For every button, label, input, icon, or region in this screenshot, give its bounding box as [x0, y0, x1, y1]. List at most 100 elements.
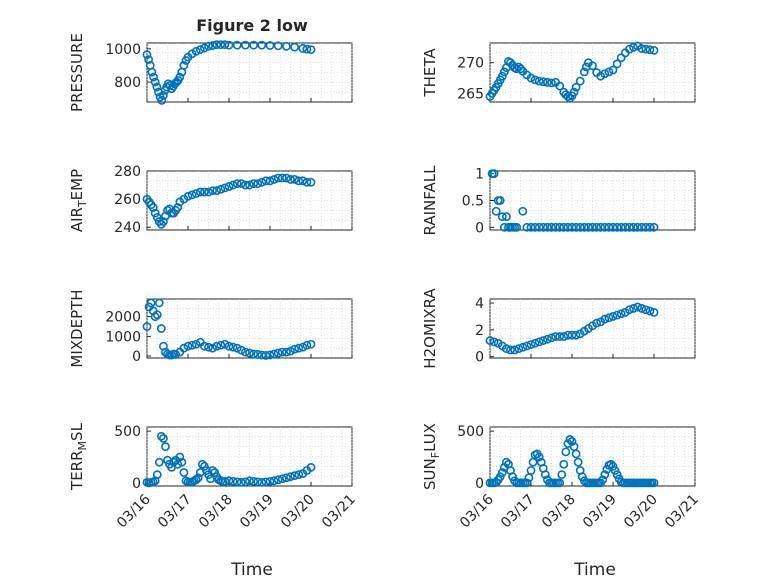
- data-point: [179, 61, 189, 70]
- data-point: [210, 468, 220, 477]
- data-point: [604, 313, 614, 323]
- data-point: [224, 341, 234, 351]
- data-point: [516, 64, 526, 74]
- data-point: [637, 222, 647, 232]
- data-point: [645, 45, 655, 55]
- subplot-7: 0 500 03/16 03/17 03/18 03/19 03/20 03/21 TERRMS…: [68, 422, 359, 531]
- data-point: [158, 433, 168, 443]
- data-point: [557, 470, 567, 480]
- subplot-8: 0 500 03/16 03/17 03/18 03/19 03/20 03/21 SUNFLU…: [421, 423, 702, 531]
- y-tick-label: 280: [114, 164, 141, 180]
- x-axis-label-left: Time: [230, 560, 273, 580]
- data-point: [604, 222, 614, 232]
- y-tick-label: 0: [132, 349, 141, 365]
- x-tick-label: 03/17: [155, 492, 195, 532]
- y-tick-label: 0: [475, 220, 484, 236]
- data-point: [265, 176, 275, 186]
- data-point: [224, 40, 234, 50]
- data-point: [551, 332, 560, 341]
- y-tick-label: 1000: [105, 42, 141, 58]
- data-point: [228, 476, 238, 486]
- data-point: [212, 40, 222, 50]
- data-point: [567, 330, 577, 340]
- data-point: [269, 175, 279, 184]
- data-point: [563, 92, 573, 101]
- data-point: [150, 312, 160, 322]
- data-point: [183, 341, 193, 351]
- data-point: [501, 344, 511, 354]
- data-point: [510, 345, 519, 355]
- data-point: [156, 431, 166, 441]
- data-point: [261, 351, 271, 360]
- data-point: [306, 177, 316, 187]
- data-point: [191, 475, 201, 485]
- data-point: [220, 40, 230, 50]
- y-tick-label: 500: [457, 424, 484, 440]
- data-point: [204, 342, 213, 352]
- data-point: [249, 349, 258, 359]
- data-point: [216, 184, 226, 194]
- data-point: [224, 182, 234, 191]
- data-point: [555, 478, 565, 488]
- data-point: [559, 332, 569, 341]
- data-point: [538, 336, 548, 345]
- data-point: [257, 177, 267, 187]
- data-point: [240, 180, 250, 190]
- data-point: [265, 476, 275, 486]
- data-point: [569, 87, 579, 97]
- data-point: [245, 476, 254, 486]
- data-point: [191, 189, 201, 198]
- data-point: [571, 222, 581, 232]
- x-tick-label: 03/16: [457, 491, 497, 531]
- data-point: [598, 475, 608, 485]
- data-point: [156, 324, 166, 333]
- data-point: [183, 191, 193, 201]
- data-point: [191, 339, 201, 349]
- data-point: [212, 186, 222, 196]
- data-point: [555, 332, 565, 341]
- data-point: [306, 45, 316, 55]
- data-point: [290, 42, 299, 52]
- subplot-1: 800 1000 PRESSURE: [68, 33, 353, 112]
- data-point: [491, 206, 501, 216]
- data-point: [232, 343, 242, 353]
- data-point: [175, 72, 185, 82]
- data-point: [220, 183, 230, 193]
- data-point: [294, 470, 304, 480]
- y-axis-label: H2OMIXRA: [421, 288, 439, 369]
- data-point: [146, 298, 156, 308]
- data-point: [154, 298, 164, 308]
- data-point: [588, 61, 597, 71]
- data-point: [645, 306, 655, 316]
- data-point: [551, 222, 560, 232]
- data-point: [208, 466, 217, 475]
- y-tick-label: 500: [114, 424, 141, 440]
- data-point: [629, 303, 638, 313]
- data-point: [522, 478, 532, 488]
- x-tick-label: 03/18: [196, 492, 236, 532]
- data-point: [600, 69, 610, 79]
- data-point: [559, 459, 569, 469]
- x-tick-label: 03/19: [580, 492, 620, 532]
- data-point: [563, 222, 573, 232]
- data-point: [253, 179, 263, 189]
- x-tick-label: 03/19: [237, 492, 277, 532]
- data-point: [645, 222, 655, 232]
- data-point: [571, 330, 581, 340]
- data-point: [281, 347, 291, 357]
- data-point: [179, 343, 189, 353]
- data-point: [526, 466, 536, 475]
- data-point: [555, 81, 565, 91]
- data-point: [187, 190, 197, 200]
- data-point: [565, 435, 575, 444]
- data-point: [236, 345, 246, 355]
- data-point: [512, 222, 522, 232]
- data-point: [526, 340, 536, 349]
- data-point: [612, 222, 622, 232]
- data-point: [249, 179, 258, 189]
- data-point: [616, 309, 626, 319]
- y-tick-label: 265: [457, 86, 484, 102]
- y-tick-label: 0.5: [462, 194, 484, 210]
- data-point: [273, 475, 283, 485]
